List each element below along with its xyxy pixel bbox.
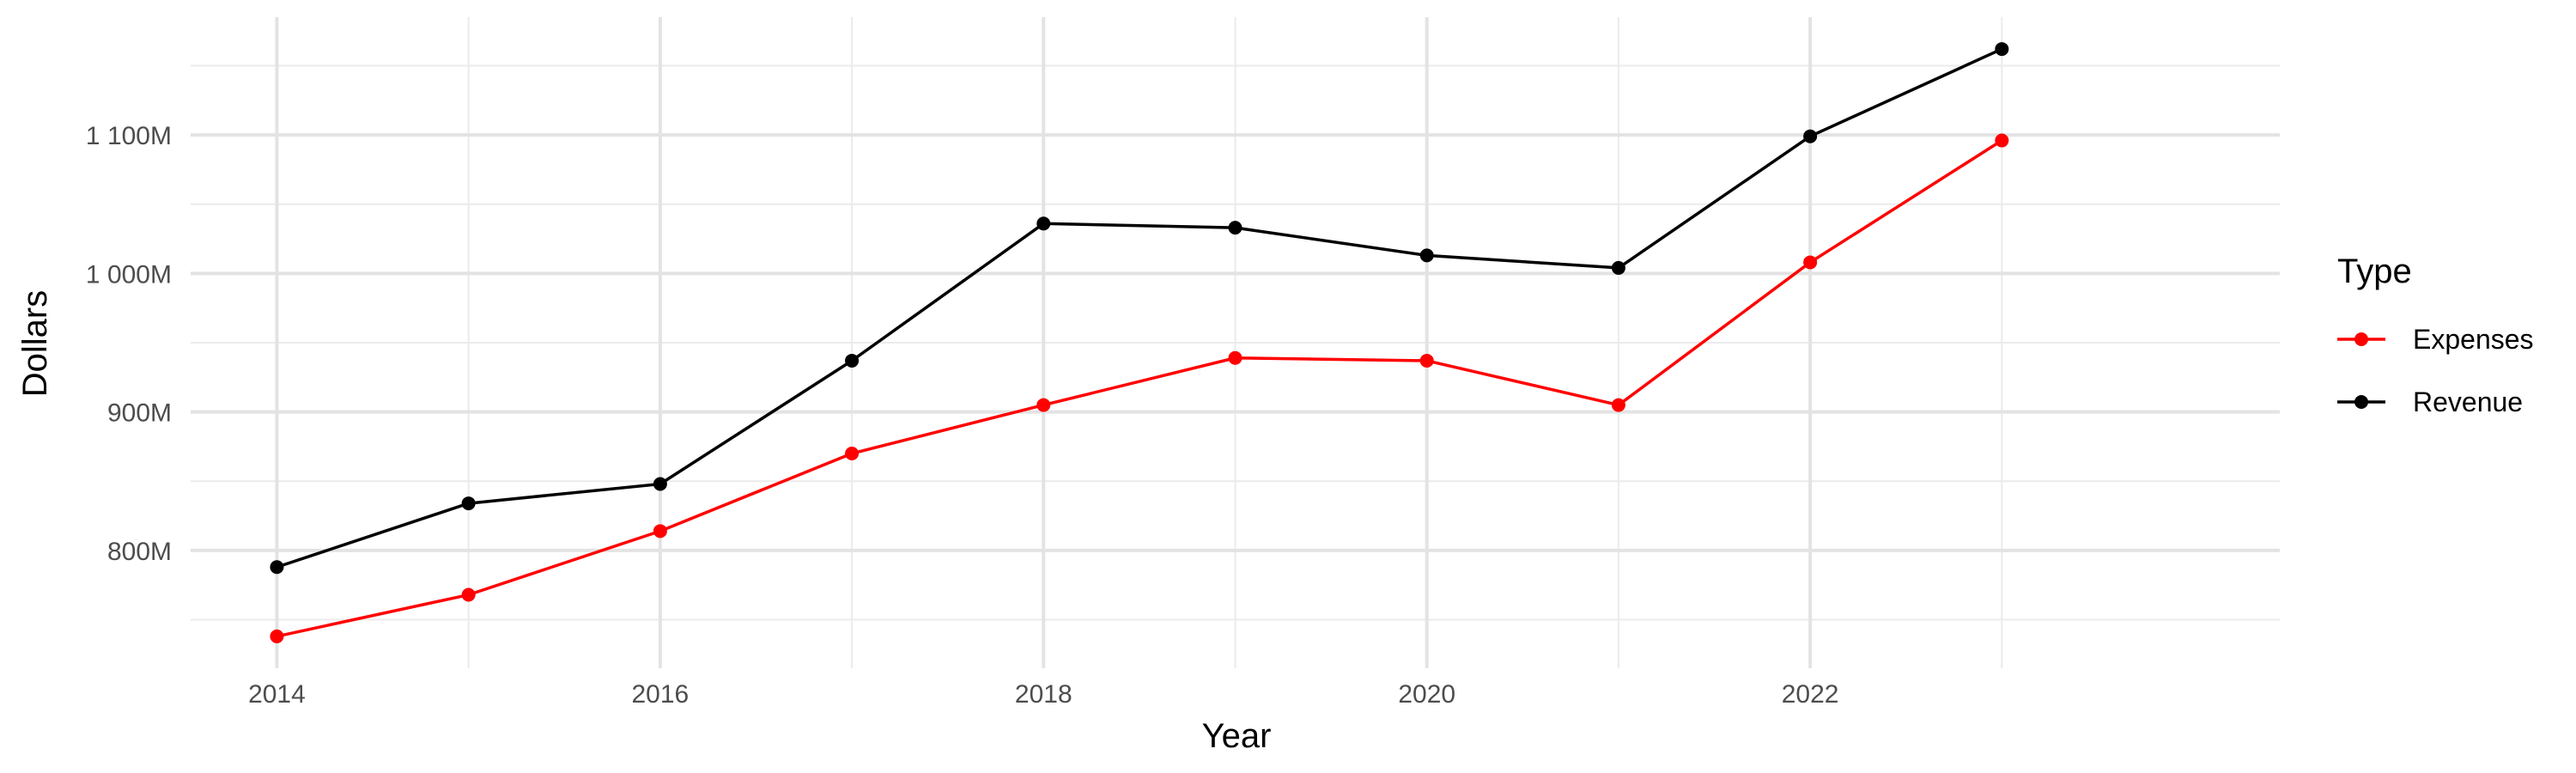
data-point-revenue xyxy=(270,560,284,575)
y-axis-title: Dollars xyxy=(16,290,54,397)
data-point-revenue xyxy=(461,496,476,511)
x-tick-label: 2016 xyxy=(631,680,689,709)
legend-items: Expenses Revenue xyxy=(2337,324,2534,417)
data-point-revenue xyxy=(1228,221,1242,235)
legend-title: Type xyxy=(2337,253,2412,290)
data-point-expenses xyxy=(1803,255,1818,270)
data-point-expenses xyxy=(1995,133,2009,148)
legend-marker-expenses xyxy=(2354,332,2368,346)
x-axis-ticks: 2014 2016 2018 2020 2022 xyxy=(248,680,1838,709)
x-tick-label: 2020 xyxy=(1398,680,1455,709)
data-point-revenue xyxy=(1611,260,1625,275)
legend: Type Expenses Revenue xyxy=(2337,253,2534,417)
series-line-revenue xyxy=(276,47,2003,569)
data-point-expenses xyxy=(845,447,860,461)
data-point-revenue xyxy=(1419,248,1434,263)
legend-label-revenue: Revenue xyxy=(2413,386,2523,417)
data-point-expenses xyxy=(461,587,476,602)
data-point-expenses xyxy=(653,524,667,539)
data-points xyxy=(270,42,2009,643)
y-tick-label: 900M xyxy=(107,399,172,428)
legend-marker-revenue xyxy=(2354,395,2368,409)
data-point-revenue xyxy=(1995,42,2009,57)
x-axis-title: Year xyxy=(1202,717,1272,755)
data-point-revenue xyxy=(1036,216,1051,231)
data-point-expenses xyxy=(1611,398,1625,412)
data-point-expenses xyxy=(1228,350,1242,365)
y-tick-label: 800M xyxy=(107,538,172,566)
legend-item-expenses: Expenses xyxy=(2337,324,2534,355)
series-lines xyxy=(276,47,2003,638)
grid-lines xyxy=(191,17,2280,668)
x-tick-label: 2022 xyxy=(1782,680,1839,709)
data-point-revenue xyxy=(845,353,860,368)
series-line-expenses xyxy=(276,139,2003,638)
y-tick-label: 1 100M xyxy=(86,122,172,150)
x-tick-label: 2018 xyxy=(1015,680,1072,709)
data-point-expenses xyxy=(1036,398,1051,412)
legend-item-revenue: Revenue xyxy=(2337,386,2523,417)
data-point-expenses xyxy=(1419,353,1434,368)
y-tick-label: 1 000M xyxy=(86,260,172,289)
data-point-revenue xyxy=(653,477,667,491)
x-tick-label: 2014 xyxy=(248,680,306,709)
data-point-revenue xyxy=(1803,129,1818,143)
y-axis-ticks: 800M 900M 1 000M 1 100M xyxy=(86,122,172,566)
data-point-expenses xyxy=(270,629,284,643)
legend-label-expenses: Expenses xyxy=(2413,324,2534,355)
